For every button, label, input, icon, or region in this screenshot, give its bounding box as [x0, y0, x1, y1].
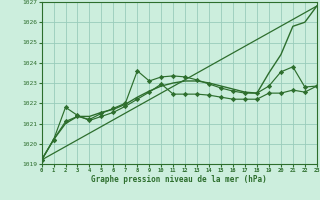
- X-axis label: Graphe pression niveau de la mer (hPa): Graphe pression niveau de la mer (hPa): [91, 175, 267, 184]
